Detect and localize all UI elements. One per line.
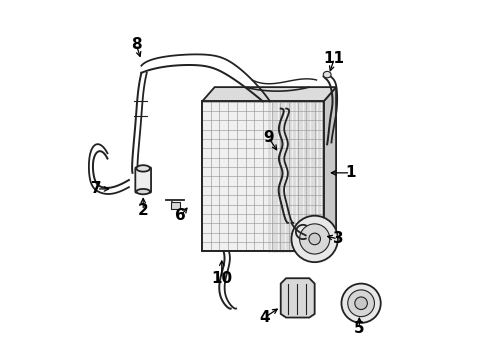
Circle shape [292,216,338,262]
FancyBboxPatch shape [135,167,151,193]
Text: 4: 4 [259,310,270,325]
Text: 2: 2 [138,203,148,218]
Bar [202,102,323,251]
Circle shape [348,290,374,316]
Circle shape [355,297,368,310]
Circle shape [309,233,320,245]
Text: 11: 11 [324,51,345,66]
Bar [202,102,323,251]
Text: 1: 1 [345,165,356,180]
Text: 8: 8 [131,37,141,52]
Text: 6: 6 [175,208,186,223]
Text: 5: 5 [354,321,365,336]
Polygon shape [323,87,336,251]
Text: 7: 7 [92,181,102,197]
Ellipse shape [136,189,150,194]
Circle shape [342,284,381,323]
Ellipse shape [136,165,150,172]
Text: 3: 3 [333,231,343,247]
Polygon shape [281,278,315,318]
Text: 9: 9 [263,130,273,145]
Ellipse shape [323,71,331,78]
Circle shape [299,224,330,254]
Text: 10: 10 [211,271,232,286]
Bar [171,202,180,208]
Polygon shape [202,87,336,102]
